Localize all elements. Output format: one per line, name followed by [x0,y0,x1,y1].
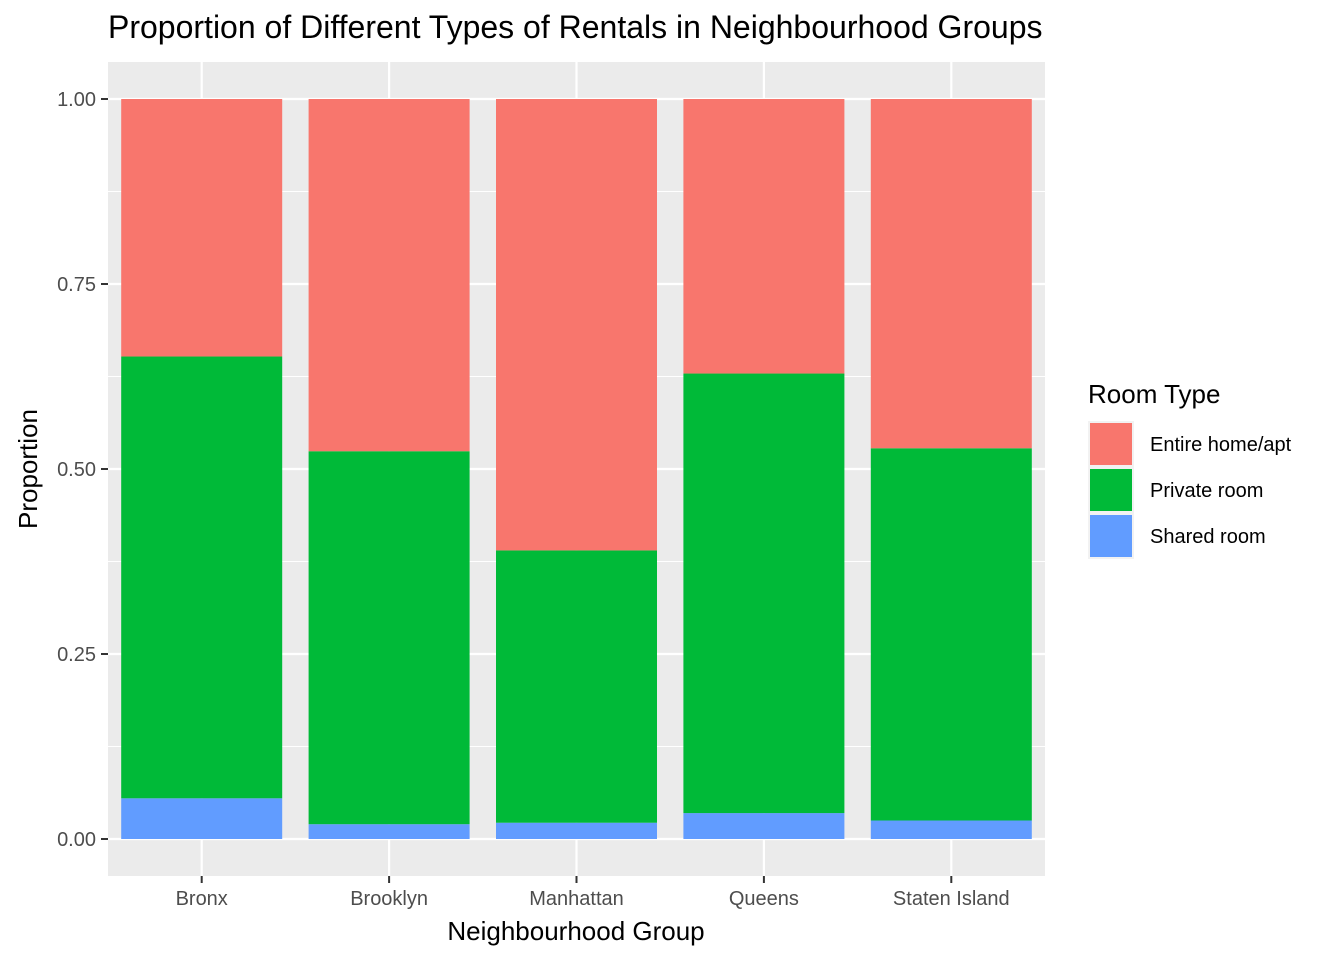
bar-segment-private-room [683,373,845,814]
y-tick-label: 0.75 [57,274,96,296]
chart-title: Proportion of Different Types of Rentals… [108,9,1042,45]
bar-segment-shared-room [496,822,657,839]
bar-segment-entire-home-apt [308,99,470,452]
x-tick-label: Staten Island [893,888,1010,910]
y-tick-label: 1.00 [57,89,96,111]
bar-segment-entire-home-apt [121,99,283,357]
bar-segment-private-room [870,448,1032,821]
x-axis: Bronx Brooklyn Manhattan Queens Staten Islan… [176,876,1010,910]
legend-label: Entire home/apt [1150,434,1292,456]
y-axis: 0.00 0.25 0.50 0.75 1.00 [57,89,108,851]
x-tick-label: Queens [729,888,799,910]
bar-segment-shared-room [308,824,470,839]
x-axis-title: Neighbourhood Group [447,916,704,946]
legend-label: Shared room [1150,526,1266,548]
x-tick-label: Bronx [176,888,228,910]
bar-segment-entire-home-apt [496,99,657,551]
bar-segment-private-room [308,451,470,825]
legend-swatch [1090,423,1132,465]
bars [121,99,1032,839]
bar-segment-shared-room [121,798,283,839]
bar-segment-private-room [496,550,657,823]
y-axis-title: Proportion [13,409,43,529]
bar-segment-entire-home-apt [870,99,1032,449]
legend: Room Type Entire home/apt Private room Sha… [1088,379,1292,559]
legend-label: Private room [1150,480,1263,502]
bar-segment-private-room [121,356,283,799]
legend-swatch [1090,469,1132,511]
bar-segment-shared-room [683,813,845,839]
legend-title: Room Type [1088,379,1220,409]
y-tick-label: 0.00 [57,829,96,851]
x-tick-label: Manhattan [529,888,624,910]
x-tick-label: Brooklyn [350,888,428,910]
bar-segment-shared-room [870,820,1032,839]
legend-swatch [1090,515,1132,557]
y-tick-label: 0.25 [57,644,96,666]
y-tick-label: 0.50 [57,459,96,481]
bar-segment-entire-home-apt [683,99,845,374]
